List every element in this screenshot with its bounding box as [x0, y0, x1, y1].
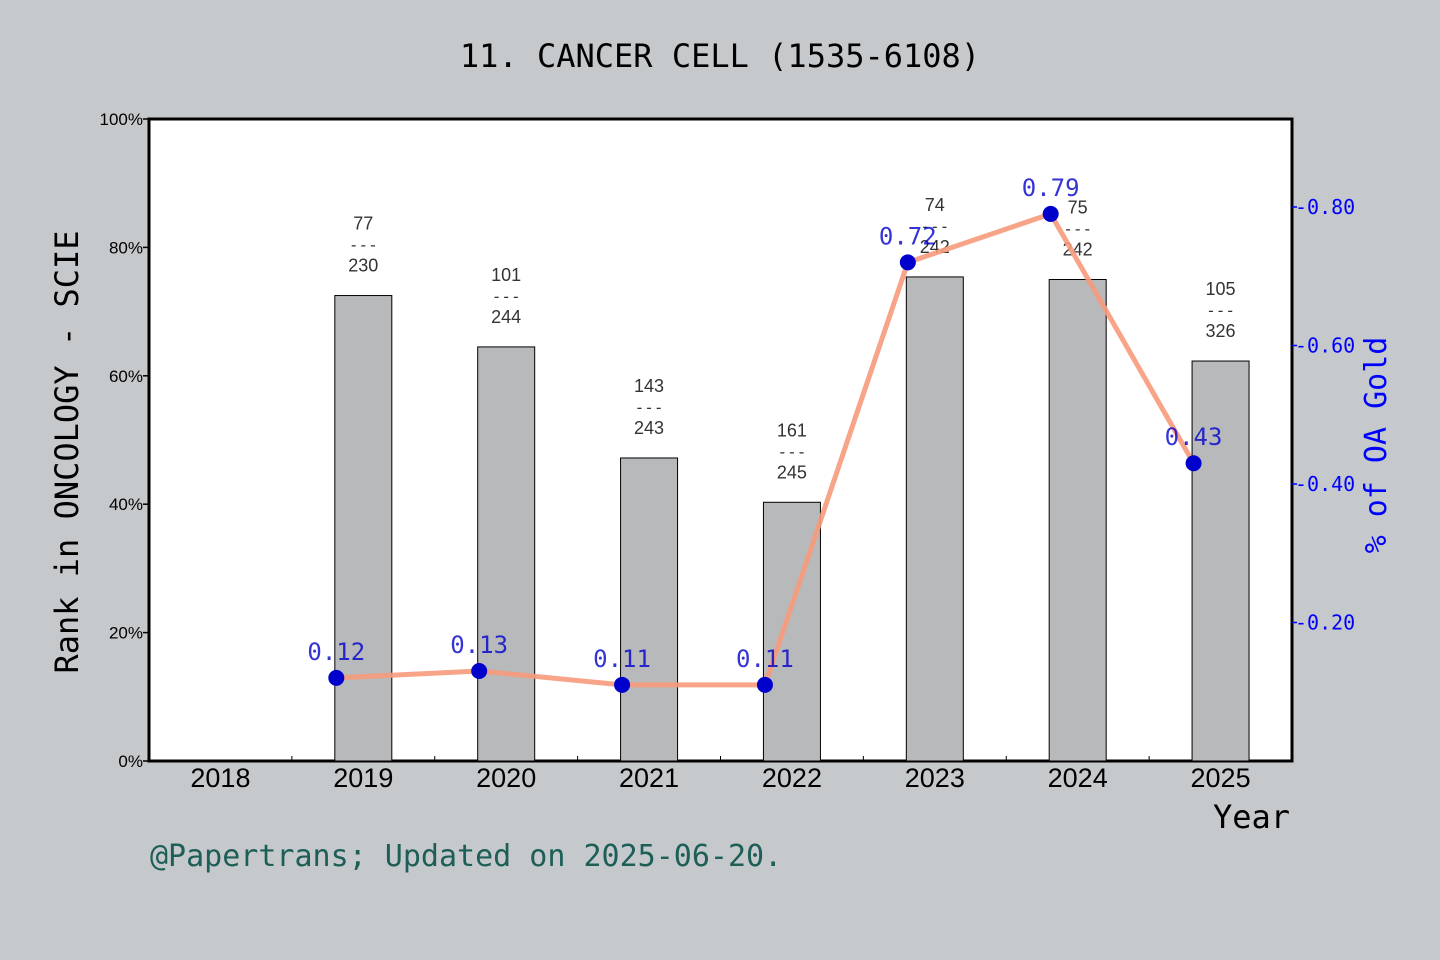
bar-label-rank: 105	[1206, 279, 1236, 299]
bar-label-sep: ---	[777, 442, 806, 461]
y2-tick-label: -0.60	[1295, 334, 1355, 358]
oa-gold-label: 0.43	[1165, 423, 1223, 451]
y2-tick-label: -0.40	[1295, 472, 1355, 496]
chart-title: 11. CANCER CELL (1535-6108)	[460, 37, 980, 75]
oa-gold-point-2021	[614, 676, 631, 693]
bar-label-total: 245	[777, 462, 807, 482]
bar-2020	[477, 346, 536, 762]
bar-label-rank: 143	[634, 376, 664, 396]
bar-label-rank: 161	[777, 420, 807, 440]
bar-label-sep: ---	[920, 217, 949, 236]
oa-gold-point-2023	[899, 254, 916, 271]
bar-label-sep: ---	[635, 398, 664, 417]
bar-label-sep: ---	[1063, 220, 1092, 239]
bar-2025	[1191, 360, 1250, 762]
x-tick-label: 2019	[333, 763, 393, 793]
footer-note: @Papertrans; Updated on 2025-06-20.	[150, 839, 782, 874]
oa-gold-point-2020	[471, 662, 488, 679]
bar-2024	[1048, 279, 1107, 762]
bar-2023	[905, 276, 964, 762]
oa-gold-point-2019	[328, 669, 345, 686]
oa-gold-label: 0.11	[736, 645, 794, 673]
oa-gold-label: 0.11	[593, 645, 651, 673]
oa-gold-label: 0.12	[307, 638, 365, 666]
y-tick-label: 20%	[109, 624, 143, 643]
y-tick-label: 0%	[118, 752, 143, 771]
y2-tick-label: -0.20	[1295, 611, 1355, 635]
y-tick-label: 60%	[109, 367, 143, 386]
bar-label-total: 244	[491, 307, 521, 327]
bar-label-total: 230	[348, 256, 378, 276]
bar-label-sep: ---	[492, 287, 521, 306]
x-tick-label: 2025	[1191, 763, 1251, 793]
bar-label-sep: ---	[1206, 301, 1235, 320]
bar-label-sep: ---	[349, 236, 378, 255]
bar-label-rank: 74	[925, 195, 945, 215]
y-tick-label: 40%	[109, 495, 143, 514]
x-tick-label: 2023	[905, 763, 965, 793]
bar-2021	[620, 457, 679, 762]
x-axis-label: Year	[1213, 798, 1290, 836]
x-tick-label: 2021	[619, 763, 679, 793]
oa-gold-label: 0.79	[1022, 174, 1080, 202]
oa-gold-label: 0.72	[879, 222, 937, 250]
x-tick-label: 2018	[190, 763, 250, 793]
y2-tick-label: -0.80	[1295, 195, 1355, 219]
y-tick-label: 80%	[109, 238, 143, 257]
bar-label-total: 326	[1206, 321, 1236, 341]
oa-gold-label: 0.13	[450, 631, 508, 659]
x-tick-label: 2022	[762, 763, 822, 793]
bar-label-rank: 101	[491, 265, 521, 285]
x-tick-label: 2024	[1048, 763, 1108, 793]
x-tick-label: 2020	[476, 763, 536, 793]
bar-label-rank: 77	[353, 214, 373, 234]
oa-gold-point-2025	[1185, 455, 1202, 472]
y2-axis-label: % of OA Gold	[1359, 337, 1394, 554]
bar-label-rank: 75	[1068, 198, 1088, 218]
bar-2019	[334, 295, 393, 762]
oa-gold-point-2022	[756, 676, 773, 693]
oa-gold-point-2024	[1042, 205, 1059, 222]
bar-label-total: 243	[634, 418, 664, 438]
y-axis-label: Rank in ONCOLOGY - SCIE	[48, 230, 86, 673]
y-tick-label: 100%	[100, 110, 143, 129]
